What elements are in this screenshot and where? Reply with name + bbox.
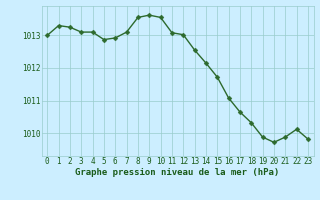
X-axis label: Graphe pression niveau de la mer (hPa): Graphe pression niveau de la mer (hPa): [76, 168, 280, 177]
